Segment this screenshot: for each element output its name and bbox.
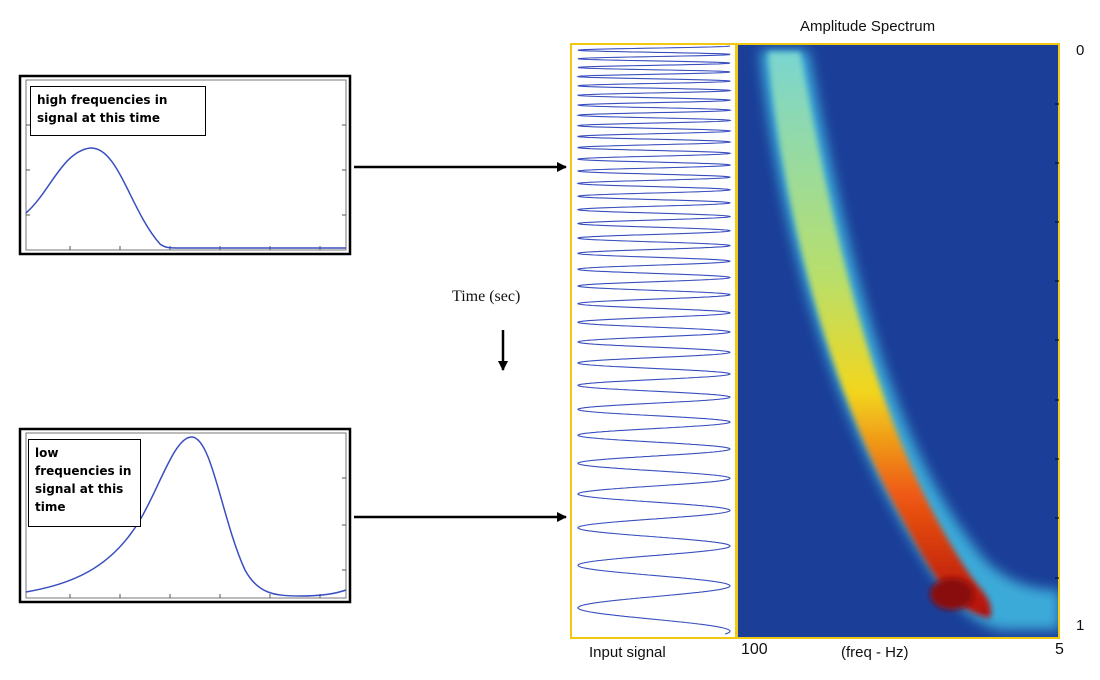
spectrum-band-outer xyxy=(760,50,1058,630)
input-signal-label: Input signal xyxy=(589,644,666,661)
spectrogram-time-ticks xyxy=(1055,103,1059,579)
time-start-label: 0 xyxy=(1076,42,1085,59)
freq-low-label: 5 xyxy=(1055,641,1064,658)
freq-high-label: 100 xyxy=(741,641,768,658)
spectrum-peak xyxy=(930,578,974,610)
spectrum-band-core xyxy=(768,52,991,618)
time-end-label: 1 xyxy=(1076,617,1085,634)
spectrogram-panel xyxy=(736,43,1060,639)
input-signal-panel xyxy=(570,43,737,639)
callout-high-frequencies: high frequencies in signal at this time xyxy=(30,86,206,136)
spectrogram-title: Amplitude Spectrum xyxy=(800,18,936,35)
time-axis-label: Time (sec) xyxy=(452,288,521,305)
plot-low-curve xyxy=(25,436,347,597)
freq-axis-label: (freq - Hz) xyxy=(841,644,909,661)
plot-high-curve xyxy=(25,147,346,249)
input-signal-wave xyxy=(576,45,732,635)
callout-low-frequencies: low frequencies in signal at this time xyxy=(28,439,141,527)
